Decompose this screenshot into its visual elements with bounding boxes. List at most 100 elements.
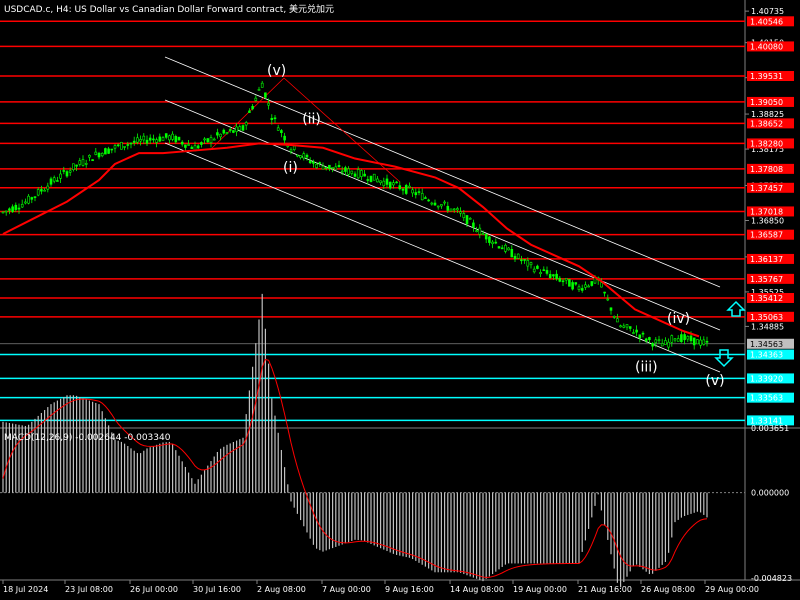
candle-body — [417, 191, 421, 193]
candle-body — [382, 180, 386, 187]
candle-body — [600, 282, 603, 288]
y-tick-label: 1.34885 — [751, 322, 784, 331]
candle-body — [427, 199, 430, 202]
candle-body — [446, 205, 450, 211]
candle-body — [206, 138, 210, 143]
candle-body — [129, 142, 133, 145]
candle-body — [494, 241, 498, 244]
candle-body — [670, 335, 674, 343]
candle-body — [340, 170, 344, 173]
candle-body — [516, 253, 520, 259]
candle-body — [24, 201, 27, 204]
candle-body — [625, 324, 629, 328]
candle-body — [238, 126, 242, 131]
candle-body — [251, 105, 254, 110]
candle-body — [219, 133, 222, 138]
resistance-level-label: 1.39531 — [750, 72, 783, 81]
candle-body — [395, 181, 398, 184]
candle-body — [388, 181, 392, 189]
candle-body — [619, 325, 622, 328]
candle-body — [392, 182, 395, 186]
candle-body — [152, 138, 155, 141]
candle-body — [638, 334, 642, 339]
candle-body — [171, 133, 174, 140]
x-tick-label: 14 Aug 08:00 — [450, 585, 504, 594]
resistance-level-tag — [747, 293, 794, 304]
candle-body — [174, 135, 178, 143]
candle-body — [385, 178, 389, 185]
x-tick-label: 26 Aug 08:00 — [641, 585, 695, 594]
candle-body — [379, 180, 382, 184]
candle-body — [254, 97, 258, 101]
candle-body — [683, 334, 686, 341]
candle-body — [264, 92, 267, 98]
support-level-label: 1.33563 — [750, 394, 783, 403]
candle-body — [644, 338, 648, 342]
candle-body — [1, 211, 5, 214]
wave-triangle — [209, 77, 401, 183]
candle-body — [350, 170, 354, 174]
candle-body — [241, 125, 245, 131]
candle-body — [136, 137, 139, 143]
resistance-level-label: 1.37808 — [750, 165, 783, 174]
candle-body — [270, 117, 274, 120]
candle-body — [145, 139, 149, 144]
candle-body — [120, 142, 123, 150]
macd-tick-label: 0.000000 — [751, 489, 789, 498]
candle-body — [212, 138, 216, 141]
resistance-level-label: 1.35767 — [750, 275, 783, 284]
y-tick-label: 1.40735 — [751, 7, 784, 16]
resistance-level-tag — [747, 41, 794, 52]
candle-body — [507, 247, 510, 251]
down-arrow-icon — [714, 349, 734, 368]
resistance-level-tag — [747, 311, 794, 322]
macd-tick-label: -0.004823 — [751, 574, 792, 583]
channel-line — [164, 99, 721, 331]
candle-body — [244, 122, 248, 126]
candle-body — [68, 170, 72, 173]
candle-body — [65, 171, 69, 177]
candle-body — [641, 332, 645, 335]
candle-body — [97, 152, 101, 158]
candle-body — [232, 130, 235, 133]
channel-line — [164, 142, 721, 373]
candle-body — [20, 203, 24, 208]
candle-body — [216, 132, 219, 136]
candle-body — [72, 163, 75, 170]
candle-body — [155, 139, 158, 143]
macd-title: MACD(12,26,9) -0.002644 -0.003340 — [4, 433, 171, 443]
resistance-level-tag — [747, 163, 794, 174]
support-level-label: 1.33920 — [750, 374, 783, 383]
x-tick-label: 19 Aug 00:00 — [513, 585, 567, 594]
candle-body — [107, 148, 110, 154]
wave-label: (i) — [283, 160, 298, 176]
candle-body — [302, 153, 306, 159]
macd-signal-line — [2, 358, 708, 578]
candle-body — [680, 334, 683, 343]
candle-body — [209, 137, 213, 143]
candle-body — [536, 265, 539, 269]
x-tick-label: 21 Aug 16:00 — [578, 585, 632, 594]
candle-body — [347, 168, 350, 175]
candle-body — [702, 339, 706, 345]
candle-body — [148, 137, 152, 141]
candle-body — [372, 173, 376, 181]
candle-body — [606, 298, 610, 301]
candle-body — [478, 227, 482, 235]
candle-body — [513, 255, 517, 260]
current-price-tag — [747, 338, 794, 349]
candle-body — [628, 326, 632, 329]
candle-body — [56, 180, 59, 182]
candle-body — [161, 137, 165, 141]
candle-body — [110, 148, 114, 151]
candle-body — [228, 129, 232, 131]
candle-body — [411, 189, 414, 194]
candle-body — [305, 154, 309, 158]
candle-body — [510, 249, 514, 258]
candle-body — [622, 325, 626, 328]
candle-body — [366, 179, 370, 181]
candle-body — [296, 154, 299, 157]
candle-body — [276, 127, 280, 131]
support-level-tag — [747, 392, 794, 403]
